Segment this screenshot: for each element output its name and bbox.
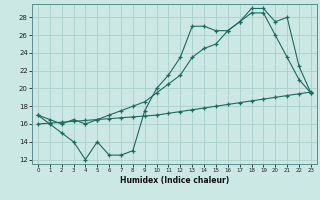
X-axis label: Humidex (Indice chaleur): Humidex (Indice chaleur) bbox=[120, 176, 229, 185]
